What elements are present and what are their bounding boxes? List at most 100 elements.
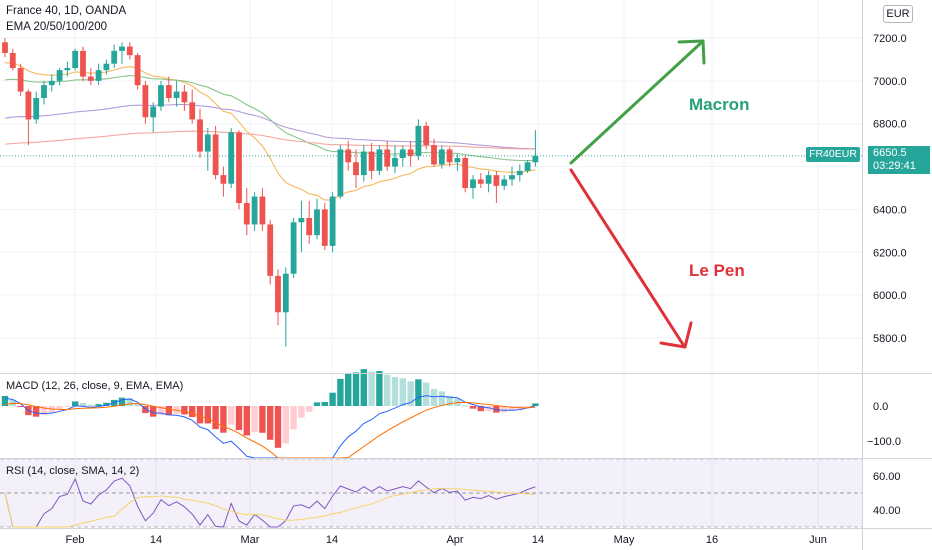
macd-histogram-bar xyxy=(313,402,321,406)
macd-histogram-bar xyxy=(56,406,63,409)
macd-histogram-bar xyxy=(337,378,344,406)
candle-body xyxy=(321,209,328,246)
candle-body xyxy=(470,179,476,188)
time-tick-label: May xyxy=(614,534,635,546)
price-axis[interactable]: 7200.07000.06800.06600.06400.06200.06000… xyxy=(867,33,907,517)
macd-histogram-bar xyxy=(150,406,157,417)
time-tick-label: Apr xyxy=(446,534,463,546)
candle xyxy=(165,76,172,103)
candle xyxy=(142,80,149,124)
candle-body xyxy=(158,85,164,107)
macd-histogram-bar xyxy=(360,369,367,406)
rsi-line xyxy=(4,477,536,528)
macd-histogram-bar xyxy=(399,378,406,406)
candle xyxy=(485,170,492,193)
candle-body xyxy=(243,203,250,225)
candle xyxy=(158,80,164,111)
candle-body xyxy=(314,209,320,236)
macd-signal-line xyxy=(4,401,536,459)
ema-200-line xyxy=(4,130,536,150)
macd-pane xyxy=(1,369,539,459)
currency-button[interactable]: EUR xyxy=(883,5,913,23)
candle-body xyxy=(228,132,235,184)
gridlines xyxy=(0,0,862,528)
candle-body xyxy=(532,155,539,163)
candle xyxy=(212,125,219,180)
macd-histogram-bar xyxy=(228,406,235,425)
candle-body xyxy=(95,70,102,81)
candle-body xyxy=(407,149,414,156)
candle xyxy=(368,143,375,180)
candle-body xyxy=(431,145,437,165)
candle xyxy=(516,164,523,182)
candle-body xyxy=(165,85,172,98)
time-tick-label: 14 xyxy=(326,534,338,546)
candle xyxy=(306,200,313,244)
macd-histogram-bar xyxy=(352,372,360,406)
candle xyxy=(251,192,258,231)
macd-histogram-bar xyxy=(79,402,87,406)
candle xyxy=(220,166,227,197)
time-axis[interactable]: Feb 14 Mar 14 Apr 14 May 16 Jun xyxy=(66,534,827,546)
candle-body xyxy=(329,196,336,246)
macd-histogram-bar xyxy=(267,406,274,440)
candle xyxy=(407,140,414,167)
candle xyxy=(95,63,102,86)
candle xyxy=(345,140,352,171)
candle xyxy=(509,166,515,186)
up-arrowhead xyxy=(677,39,706,65)
price-tick-label: 6200.0 xyxy=(873,247,907,259)
candle-body xyxy=(415,125,422,156)
macd-histogram-bar xyxy=(368,371,375,406)
candle-body xyxy=(282,273,289,313)
candle-body xyxy=(64,68,71,71)
candle-body xyxy=(204,134,211,152)
candle-body xyxy=(72,50,79,68)
candle xyxy=(134,53,141,90)
candle-body xyxy=(87,76,94,81)
macd-legend: MACD (12, 26, close, 9, EMA, EMA) xyxy=(6,380,184,392)
candle xyxy=(298,200,305,253)
macd-histogram-bar xyxy=(415,379,422,406)
macd-histogram-bar xyxy=(462,405,469,407)
candle xyxy=(446,147,453,167)
candle-body xyxy=(173,91,180,98)
le-pen-label: Le Pen xyxy=(689,261,745,280)
candle xyxy=(501,175,508,191)
candle xyxy=(431,138,437,167)
ema-50-line xyxy=(4,75,536,162)
macd-histogram-bar xyxy=(33,406,40,417)
candlestick-series xyxy=(2,38,539,347)
macd-histogram-bar xyxy=(524,406,531,407)
macd-histogram-bar xyxy=(329,392,336,406)
bar-countdown: 03:29:41 xyxy=(873,160,916,172)
candle-body xyxy=(360,151,367,176)
candle xyxy=(33,91,40,124)
macd-histogram-bar xyxy=(17,406,24,407)
ema-100-line xyxy=(4,104,536,150)
macd-histogram-bar xyxy=(64,406,71,407)
macd-histogram-bar xyxy=(40,406,48,415)
time-tick-label: 14 xyxy=(532,534,544,546)
candle-body xyxy=(345,149,352,163)
macd-histogram-bar xyxy=(259,406,266,433)
macd-tick-label: 0.0 xyxy=(873,401,888,413)
candle xyxy=(353,149,359,188)
candle-body xyxy=(501,179,508,186)
candle-body xyxy=(259,196,266,225)
candle xyxy=(41,80,47,105)
rsi-pane xyxy=(4,477,536,528)
candle-body xyxy=(516,170,523,176)
candle-body xyxy=(485,175,492,184)
macd-histogram-bar xyxy=(321,401,328,406)
macd-histogram-bar xyxy=(477,406,484,412)
macd-histogram-bar xyxy=(391,377,399,406)
candle-body xyxy=(306,218,313,236)
candle xyxy=(423,121,430,150)
candle-body xyxy=(181,91,188,103)
candle xyxy=(173,80,180,107)
candle xyxy=(2,38,8,58)
candle xyxy=(56,68,63,86)
macd-histogram-bar xyxy=(134,403,141,406)
